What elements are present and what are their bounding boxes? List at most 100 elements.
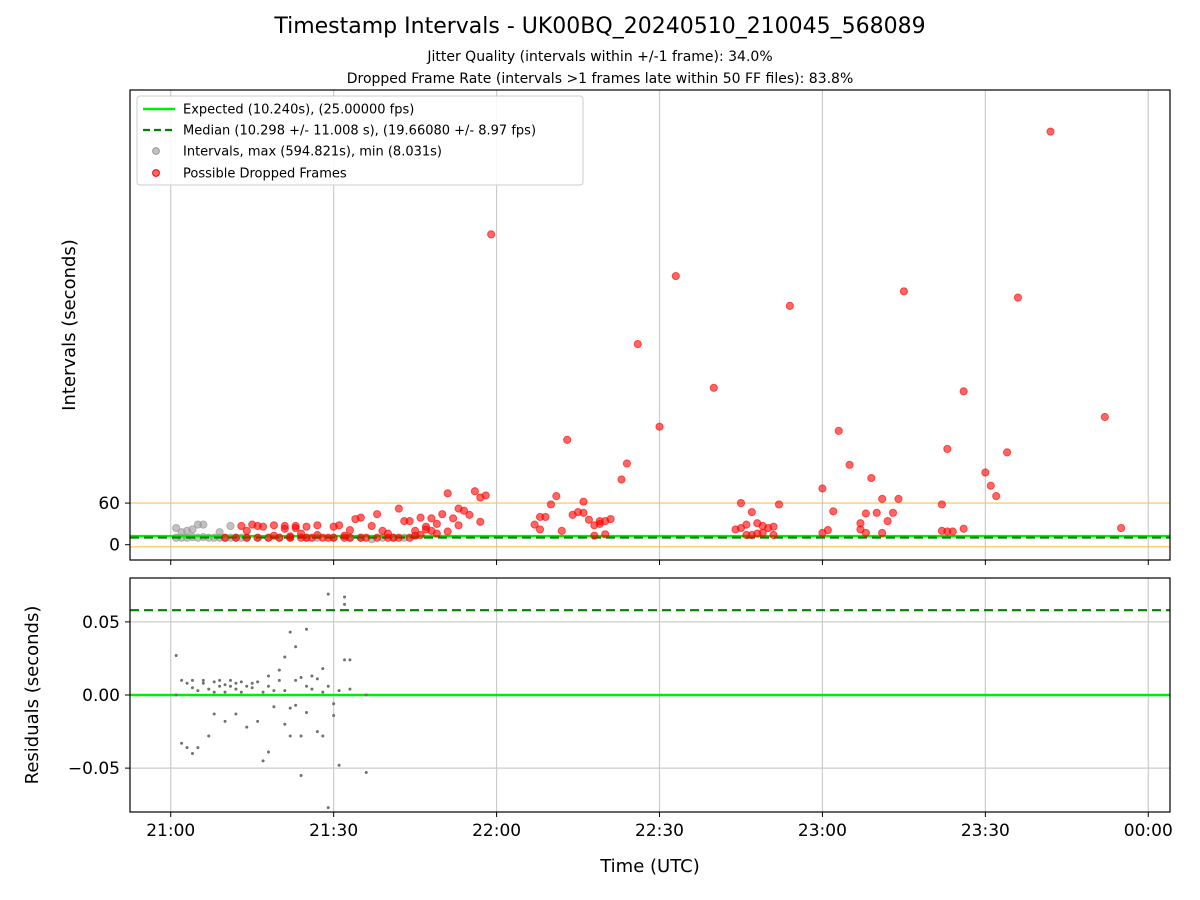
dropped-frame-point	[466, 511, 473, 518]
residual-point	[272, 705, 275, 708]
dropped-frame-point	[879, 529, 886, 536]
residual-point	[234, 713, 237, 716]
residual-point	[213, 713, 216, 716]
residual-point	[294, 679, 297, 682]
legend-intervals-entry-label: Intervals, max (594.821s), min (8.031s)	[183, 145, 442, 160]
residuals-panel: 21:00 21:30 22:00 22:30 23:00 23:30 00:00 −0.05…	[68, 578, 1173, 841]
dropped-frame-point	[710, 384, 717, 391]
dropped-frame-point	[232, 534, 239, 541]
dropped-frame-point	[542, 513, 549, 520]
residual-point	[234, 682, 237, 685]
residual-point	[218, 685, 221, 688]
dropped-frame-point	[862, 510, 869, 517]
residual-point	[365, 771, 368, 774]
residual-point	[240, 680, 243, 683]
residual-point	[202, 682, 205, 685]
dropped-frame-point	[879, 495, 886, 502]
residual-point	[316, 677, 319, 680]
dropped-frame-point	[564, 436, 571, 443]
interval-point	[200, 521, 207, 528]
dropped-frame-point	[444, 490, 451, 497]
residual-point	[332, 702, 335, 705]
dropped-frame-point	[417, 514, 424, 521]
residual-point	[300, 734, 303, 737]
dropped-frame-point	[895, 495, 902, 502]
dropped-frame-point	[884, 518, 891, 525]
x-tick-label: 21:30	[309, 821, 358, 841]
residual-point	[278, 669, 281, 672]
dropped-frame-point	[433, 520, 440, 527]
dropped-frame-point	[770, 523, 777, 530]
dropped-frame-point	[770, 531, 777, 538]
dropped-frame-point	[618, 476, 625, 483]
legend-median-entry-label: Median (10.298 +/- 11.008 s), (19.66080 …	[183, 124, 536, 139]
residual-point	[272, 689, 275, 692]
dropped-frame-point	[395, 505, 402, 512]
residual-point	[224, 720, 227, 723]
dropped-frame-point	[303, 523, 310, 530]
dropped-frame-point	[607, 515, 614, 522]
residual-point	[327, 593, 330, 596]
dropped-frame-point	[580, 509, 587, 516]
dropped-frame-point	[330, 534, 337, 541]
residual-point	[289, 707, 292, 710]
dropped-frame-point	[221, 534, 228, 541]
top-y-tick-label: 60	[98, 494, 120, 514]
residual-point	[305, 685, 308, 688]
legend-dropped-entry-label: Possible Dropped Frames	[183, 167, 347, 182]
residual-point	[213, 680, 216, 683]
residual-point	[207, 734, 210, 737]
residual-point	[305, 628, 308, 631]
residual-point	[278, 679, 281, 682]
residual-point	[294, 704, 297, 707]
residual-point	[365, 694, 368, 697]
dropped-frame-point	[553, 493, 560, 500]
residual-point	[191, 752, 194, 755]
residual-point	[310, 674, 313, 677]
dropped-frame-point	[1118, 524, 1125, 531]
dropped-frame-point	[276, 534, 283, 541]
dropped-frame-point	[960, 525, 967, 532]
residual-point	[191, 679, 194, 682]
dropped-frame-point	[281, 522, 288, 529]
dropped-frame-point	[623, 460, 630, 467]
dropped-frame-point	[580, 498, 587, 505]
residual-point	[196, 689, 199, 692]
residual-point	[202, 679, 205, 682]
dropped-frame-point	[900, 288, 907, 295]
residual-point	[289, 734, 292, 737]
dropped-frame-point	[862, 529, 869, 536]
residual-point	[332, 714, 335, 717]
dropped-frame-point	[672, 272, 679, 279]
residual-point	[224, 691, 227, 694]
dropped-frame-point	[444, 528, 451, 535]
residual-point	[186, 746, 189, 749]
residual-point	[224, 683, 227, 686]
residual-point	[338, 689, 341, 692]
residual-point	[240, 691, 243, 694]
dropped-frame-point	[243, 527, 250, 534]
residual-point	[207, 688, 210, 691]
x-tick-label: 21:00	[146, 821, 195, 841]
dropped-frame-point	[417, 531, 424, 538]
dropped-frame-point	[830, 508, 837, 515]
dropped-frame-point	[450, 515, 457, 522]
dropped-frame-point	[819, 485, 826, 492]
dropped-frame-point	[857, 520, 864, 527]
dropped-frame-point	[254, 534, 261, 541]
residual-point	[300, 676, 303, 679]
residual-point	[343, 596, 346, 599]
residual-point	[321, 691, 324, 694]
dropped-frame-point	[346, 527, 353, 534]
dropped-frame-point	[455, 522, 462, 529]
residual-point	[348, 658, 351, 661]
intervals-y-axis-label: Intervals (seconds)	[59, 239, 80, 411]
dropped-frame-point	[846, 461, 853, 468]
residual-point	[267, 685, 270, 688]
dropped-frame-point	[346, 534, 353, 541]
dropped-frame-point	[439, 511, 446, 518]
residual-point	[180, 742, 183, 745]
residual-point	[262, 759, 265, 762]
top-y-tick-label: 0	[109, 536, 120, 556]
dropped-frame-point	[292, 522, 299, 529]
